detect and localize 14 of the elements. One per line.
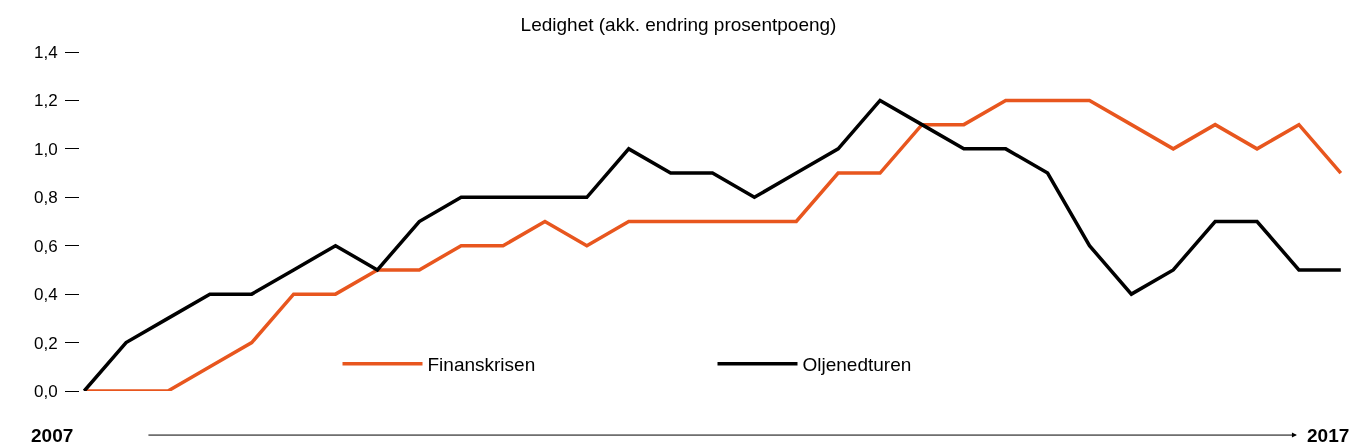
legend-label: Finanskrisen (427, 354, 536, 376)
y-tick-label: 0,4 (33, 285, 58, 305)
text: 2007 (31, 425, 74, 443)
y-tick-label: 1,2 (33, 91, 58, 111)
y-tick-label: 0,8 (33, 188, 58, 208)
legend-label: Oljenedturen (802, 354, 912, 376)
y-tick-label: 1,0 (33, 139, 58, 159)
y-tick-label: 0,2 (33, 333, 58, 353)
text: 2017 (1307, 425, 1350, 443)
y-tick-label: 1,4 (33, 42, 58, 62)
line-series (82, 98, 1343, 391)
y-tick-label: 0,6 (33, 236, 58, 256)
y-tick-label: 0,0 (33, 381, 58, 401)
chart-title: Ledighet (akk. endring prosentpoeng) (520, 14, 837, 36)
